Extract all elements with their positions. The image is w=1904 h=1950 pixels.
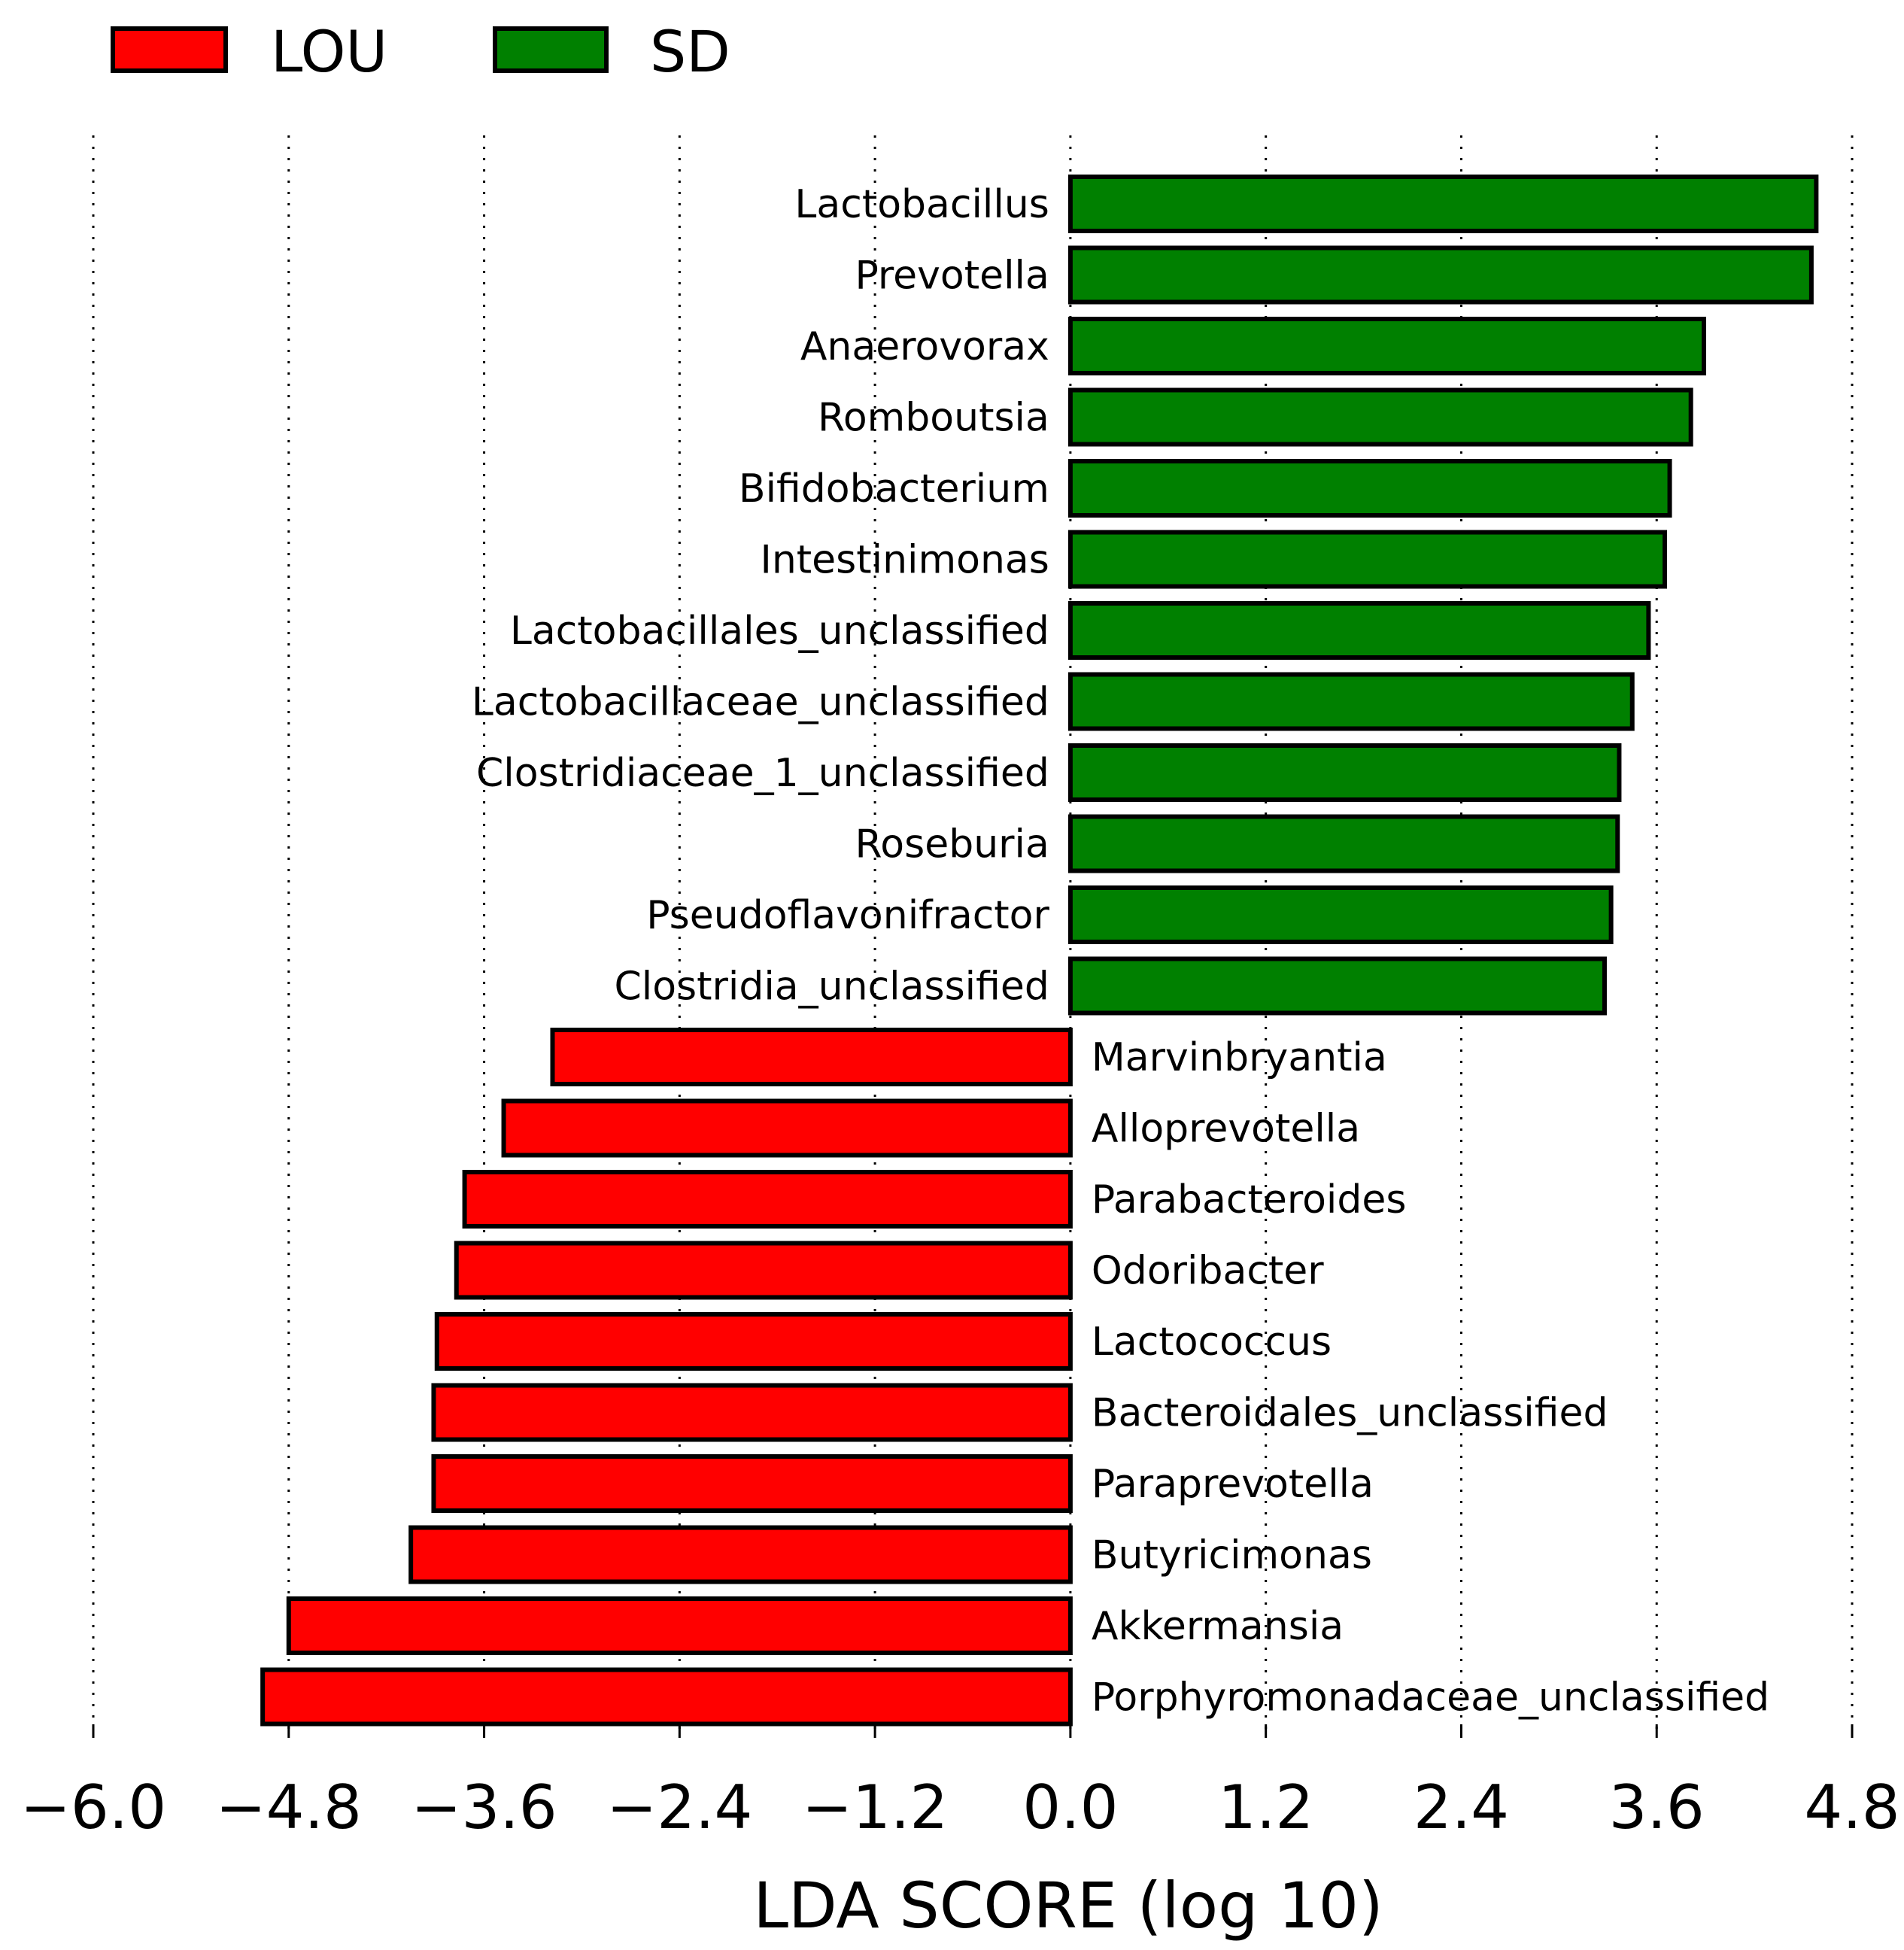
bar-label-roseburia: Roseburia (855, 822, 1049, 867)
bar-parabacteroides (462, 1170, 1073, 1229)
bar-roseburia (1067, 814, 1620, 873)
bar-label-porphyromonadaceae-unclassified: Porphyromonadaceae_unclassified (1092, 1675, 1769, 1721)
legend-item-sd: SD (493, 18, 730, 85)
bar-label-odoribacter: Odoribacter (1092, 1249, 1324, 1294)
tick-label-tick-3-6: 3.6 (1609, 1772, 1705, 1842)
tick-label-tick-0-0: 0.0 (1022, 1772, 1118, 1842)
legend-label-lou: LOU (271, 18, 387, 85)
bar-lactobacillaceae-unclassified (1067, 672, 1635, 731)
bar-label-clostridiaceae-1-unclassified: Clostridiaceae_1_unclassified (476, 751, 1049, 796)
bar-label-bacteroidales-unclassified: Bacteroidales_unclassified (1092, 1391, 1608, 1436)
legend-swatch-lou (111, 26, 228, 73)
tick-label-tick-neg3-6: −3.6 (411, 1772, 557, 1842)
bar-clostridiaceae-1-unclassified (1067, 743, 1622, 802)
tick-label-tick-4-8: 4.8 (1804, 1772, 1899, 1842)
bar-label-pseudoflavonifractor: Pseudoflavonifractor (646, 893, 1049, 938)
tick-label-tick-2-4: 2.4 (1414, 1772, 1509, 1842)
bar-label-parabacteroides: Parabacteroides (1092, 1177, 1407, 1223)
tick-label-tick-neg1-2: −1.2 (802, 1772, 948, 1842)
x-axis: −6.0 −4.8 −3.6 −2.4 −1.2 0.0 1.2 2.4 3.6 4.8 (20, 1724, 1900, 1842)
bar-label-bifidobacterium: Bifidobacterium (739, 466, 1049, 512)
bar-label-lactobacillales-unclassified: Lactobacillales_unclassified (510, 609, 1049, 654)
bars (260, 175, 1819, 1727)
bar-label-intestinimonas: Intestinimonas (760, 538, 1049, 583)
bar-label-romboutsia: Romboutsia (818, 396, 1049, 441)
bar-butyricimonas (408, 1525, 1073, 1584)
bar-pseudoflavonifractor (1067, 885, 1614, 944)
bar-lactococcus (434, 1312, 1073, 1371)
bar-lactobacillus (1067, 175, 1819, 233)
x-axis-title: LDA SCORE (log 10) (753, 1869, 1383, 1942)
bar-label-akkermansia: Akkermansia (1092, 1604, 1344, 1649)
bar-intestinimonas (1067, 530, 1668, 589)
bar-paraprevotella (431, 1454, 1073, 1513)
bar-label-prevotella: Prevotella (855, 254, 1049, 299)
bar-label-alloprevotella: Alloprevotella (1092, 1107, 1360, 1152)
tick-label-tick-neg4-8: −4.8 (216, 1772, 362, 1842)
tick-label-tick-neg6-0: −6.0 (20, 1772, 166, 1842)
bar-label-lactococcus: Lactococcus (1092, 1320, 1332, 1365)
bar-bifidobacterium (1067, 459, 1672, 518)
bar-porphyromonadaceae-unclassified (260, 1667, 1073, 1727)
tick-label-tick-neg2-4: −2.4 (606, 1772, 752, 1842)
bar-romboutsia (1067, 387, 1693, 447)
bar-bacteroidales-unclassified (431, 1383, 1073, 1442)
bar-alloprevotella (501, 1098, 1073, 1158)
bar-label-anaerovorax: Anaerovorax (800, 324, 1049, 369)
bar-label-lactobacillus: Lactobacillus (794, 182, 1049, 227)
bar-label-butyricimonas: Butyricimonas (1092, 1533, 1372, 1578)
bar-label-clostridia-unclassified: Clostridia_unclassified (614, 964, 1049, 1010)
bar-prevotella (1067, 245, 1814, 305)
bar-odoribacter (454, 1241, 1073, 1300)
legend-item-lou: LOU (111, 18, 387, 85)
bar-akkermansia (286, 1596, 1073, 1655)
legend: LOU SD (111, 18, 730, 85)
bar-label-marvinbryantia: Marvinbryantia (1092, 1035, 1387, 1080)
legend-swatch-sd (493, 26, 609, 73)
bar-labels: Lactobacillus Prevotella Anaerovorax Rombou… (472, 182, 1769, 1721)
bar-label-lactobacillaceae-unclassified: Lactobacillaceae_unclassified (472, 680, 1049, 725)
legend-label-sd: SD (650, 18, 730, 85)
bar-lactobacillales-unclassified (1067, 601, 1651, 660)
bar-label-paraprevotella: Paraprevotella (1092, 1462, 1374, 1507)
bar-marvinbryantia (550, 1028, 1073, 1086)
bar-clostridia-unclassified (1067, 956, 1607, 1016)
tick-label-tick-1-2: 1.2 (1218, 1772, 1313, 1842)
bar-anaerovorax (1067, 317, 1707, 375)
